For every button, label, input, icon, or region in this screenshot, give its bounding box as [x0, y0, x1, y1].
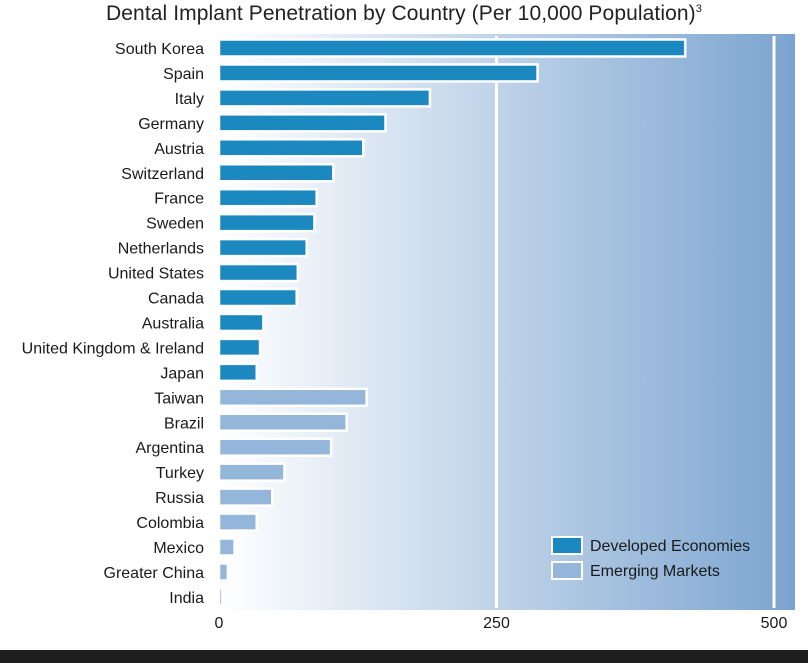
bar: [217, 487, 274, 507]
bar: [217, 512, 258, 532]
category-label: Spain: [163, 66, 204, 83]
category-label: Brazil: [164, 415, 204, 432]
bar: [217, 187, 318, 208]
category-label: India: [169, 590, 204, 607]
category-label: Switzerland: [121, 166, 204, 183]
category-label: Australia: [142, 315, 204, 332]
title-footnote: 3: [695, 3, 702, 15]
bar: [217, 587, 224, 607]
bar: [217, 212, 316, 233]
category-label: Japan: [160, 365, 204, 382]
bar: [217, 262, 300, 283]
category-label: Turkey: [156, 465, 204, 482]
bar: [217, 412, 348, 432]
bottom-rule: [0, 650, 808, 663]
bar: [217, 462, 286, 482]
bar: [217, 287, 298, 308]
category-label: United States: [108, 266, 204, 283]
bar: [217, 337, 262, 358]
bar: [217, 312, 265, 333]
bar: [217, 387, 368, 408]
bar: [217, 237, 308, 258]
category-label: Sweden: [146, 216, 204, 233]
legend-swatch: [551, 536, 583, 555]
chart-title: Dental Implant Penetration by Country (P…: [0, 2, 808, 26]
category-label: Canada: [148, 291, 204, 308]
x-tick-label: 0: [215, 615, 224, 632]
bar: [217, 163, 335, 183]
category-label: Italy: [175, 91, 204, 108]
category-label: Colombia: [136, 515, 204, 532]
bar: [217, 38, 687, 58]
category-label: Taiwan: [154, 390, 204, 407]
x-tick-label: 500: [761, 615, 788, 632]
legend-swatch: [551, 561, 583, 580]
category-label: United Kingdom & Ireland: [22, 340, 204, 357]
category-label: Netherlands: [118, 241, 204, 258]
bar: [217, 362, 258, 383]
bar: [217, 562, 230, 582]
category-label: Austria: [154, 141, 204, 158]
bar: [217, 537, 236, 557]
bar: [217, 437, 333, 457]
bar: [217, 138, 365, 158]
category-label: Argentina: [136, 440, 205, 457]
x-tick-label: 250: [483, 615, 510, 632]
category-label: Russia: [155, 490, 204, 507]
category-label: Germany: [138, 116, 204, 133]
category-label: South Korea: [115, 41, 204, 58]
category-label: Mexico: [153, 540, 204, 557]
category-label: France: [154, 191, 204, 208]
chart-title-text: Dental Implant Penetration by Country (P…: [106, 2, 696, 25]
bar: [217, 63, 539, 83]
bar: [217, 113, 387, 133]
legend-label: Emerging Markets: [590, 563, 720, 580]
bar: [217, 88, 432, 108]
category-label: Greater China: [104, 565, 205, 582]
legend-label: Developed Economies: [590, 538, 750, 555]
